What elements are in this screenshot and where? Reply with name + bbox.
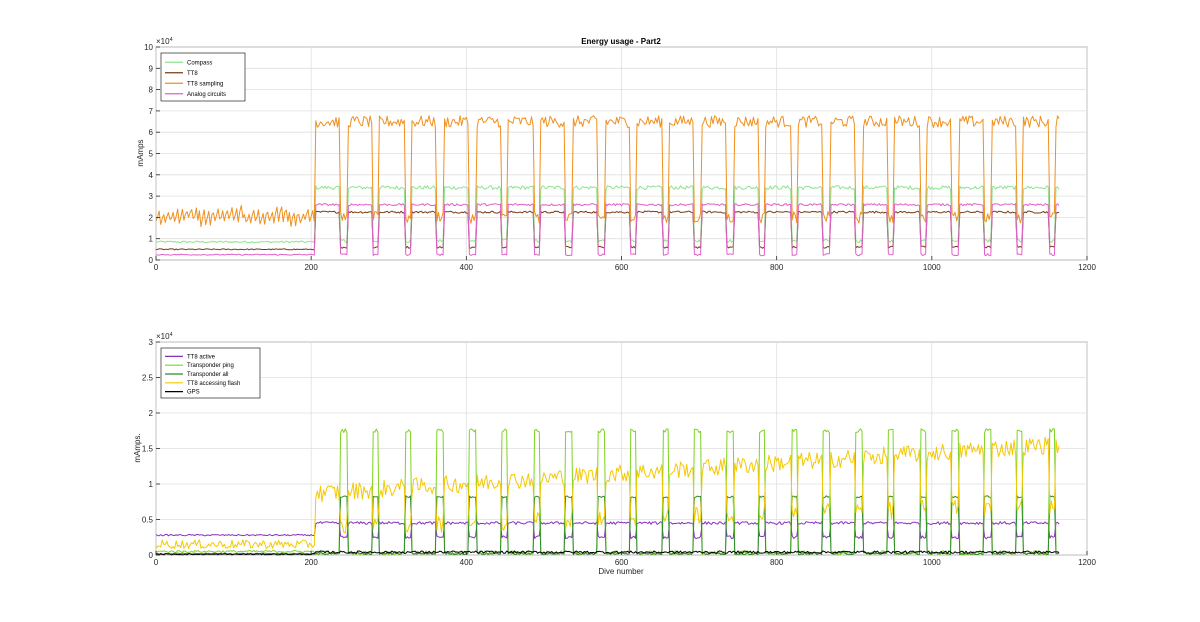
y-tick-label: 7 [149, 107, 154, 116]
x-tick-label: 600 [615, 263, 629, 272]
legend: Compass TT8 TT8 sampling Analog circuits [160, 52, 246, 102]
y-tick-label: 0.5 [142, 516, 154, 525]
y-tick-label: 6 [149, 128, 154, 137]
y-tick-label: 1 [149, 235, 154, 244]
y-tick-label: 3 [149, 192, 154, 201]
series-line-gps [155, 550, 1060, 556]
x-tick-label: 400 [460, 263, 474, 272]
x-tick-label: 0 [154, 558, 159, 567]
y-axis-label: mAmps. [133, 433, 142, 462]
series-line-compass [155, 185, 1060, 244]
legend-entry: Compass [187, 60, 212, 66]
y-tick-label: 5 [149, 150, 154, 159]
legend-box [160, 52, 246, 102]
y-tick-label: 1 [149, 480, 154, 489]
legend-entry: TT8 sampling [187, 81, 223, 87]
x-axis-label: Dive number [598, 567, 644, 576]
energy-usage-axes: 0 200 400 600 800 1000 1200 0 1 2 3 4 5 6 7 8 9 10 Energy… [136, 37, 1096, 272]
series-line-transponder-all [155, 495, 1060, 556]
y-tick-label: 9 [149, 64, 154, 73]
legend-entry: Analog circuits [187, 92, 226, 98]
y-tick-label: 2 [149, 213, 154, 222]
series-lines [155, 428, 1060, 556]
series-line-tt8-active [155, 521, 1060, 540]
y-tick-label: 3 [149, 338, 154, 347]
legend: TT8 active Transponder ping Transponder al… [160, 347, 261, 399]
x-tick-label: 400 [460, 558, 474, 567]
y-tick-label: 4 [149, 171, 154, 180]
y-exponent-label: ×104 [156, 332, 173, 341]
y-tick-label: 0 [149, 551, 154, 560]
series-line-analog-circuits [155, 203, 1060, 257]
series-lines [155, 115, 1060, 257]
y-axis-label: mAmps [136, 139, 145, 166]
y-tick-label: 1.5 [142, 445, 154, 454]
series-line-tt8-accessing-flash [155, 436, 1060, 550]
x-tick-label: 800 [770, 263, 784, 272]
x-tick-label: 800 [770, 558, 784, 567]
series-line-tt8-sampling [155, 115, 1060, 228]
legend-entry: TT8 active [187, 354, 216, 360]
x-tick-label: 0 [154, 263, 159, 272]
y-tick-label: 2 [149, 409, 154, 418]
x-tick-label: 200 [304, 263, 318, 272]
x-tick-label: 200 [304, 558, 318, 567]
x-tick-label: 1200 [1078, 263, 1096, 272]
x-tick-label: 1000 [923, 558, 941, 567]
y-tick-label: 10 [144, 43, 153, 52]
legend-entry: Transponder all [187, 372, 228, 378]
axis-ticks: 0 200 400 600 800 1000 1200 0 1 2 3 4 5 6 7 8 9 10 [144, 43, 1096, 272]
y-tick-label: 8 [149, 86, 154, 95]
legend-entry: TT8 accessing flash [187, 381, 240, 387]
y-tick-label: 0 [149, 256, 154, 265]
legend-entry: Transponder ping [187, 363, 234, 369]
x-tick-label: 1200 [1078, 558, 1096, 567]
transponder-axes: 0 200 400 600 800 1000 1200 0 0.5 1 1.5 2 2.5 3 Dive … [133, 332, 1096, 576]
x-tick-label: 600 [615, 558, 629, 567]
legend-entry: GPS [187, 390, 200, 396]
axis-ticks: 0 200 400 600 800 1000 1200 0 0.5 1 1.5 2 2.5 3 [142, 338, 1097, 567]
y-tick-label: 2.5 [142, 374, 154, 383]
legend-entry: TT8 [187, 71, 198, 77]
series-line-tt8 [155, 210, 1060, 251]
x-tick-label: 1000 [923, 263, 941, 272]
chart-title: Energy usage - Part2 [581, 37, 661, 46]
y-exponent-label: ×104 [156, 37, 173, 46]
